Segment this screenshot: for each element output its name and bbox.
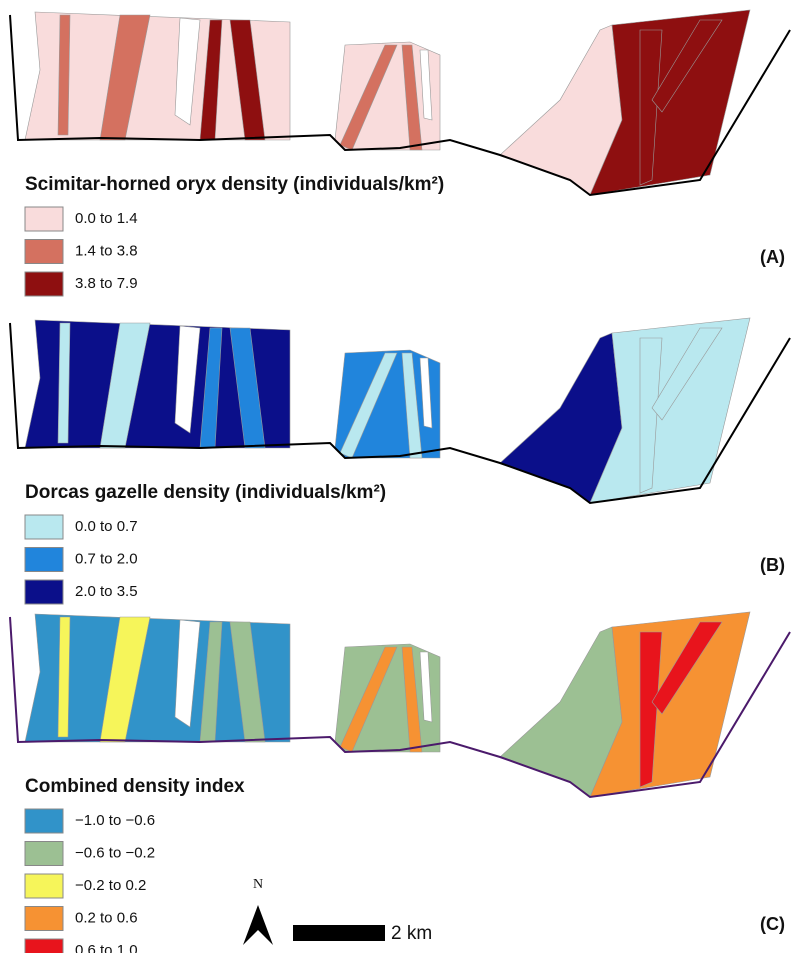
map-region — [651, 327, 723, 421]
map-region — [589, 317, 751, 504]
map-region — [401, 352, 423, 459]
map-region — [174, 619, 201, 728]
map-region — [639, 337, 663, 494]
legend-swatch — [24, 239, 64, 264]
map-region — [419, 651, 433, 723]
legend-swatch — [24, 514, 64, 540]
legend-swatch — [24, 841, 64, 866]
legend-swatch — [24, 938, 64, 953]
map-region — [229, 19, 266, 141]
legend-label: 0.7 to 2.0 — [75, 550, 138, 567]
map-region — [57, 322, 71, 444]
legend-swatch — [24, 206, 64, 232]
panel-label: (B) — [760, 555, 785, 575]
map-region — [651, 19, 723, 113]
legend-label: −0.2 to 0.2 — [75, 877, 146, 894]
boundary — [9, 322, 791, 505]
legend-swatch — [24, 271, 64, 297]
legend-label: 0.2 to 0.6 — [75, 909, 138, 926]
scale-bar-label: 2 km — [391, 923, 432, 944]
boundary — [9, 14, 791, 197]
boundary — [9, 616, 791, 799]
map-region — [401, 44, 423, 151]
legend-label: 0.0 to 1.4 — [75, 210, 138, 227]
map-panel — [9, 9, 791, 197]
legend-label: −1.0 to −0.6 — [75, 812, 155, 829]
map-region — [174, 325, 201, 434]
map-region — [651, 621, 723, 715]
map-region — [639, 29, 663, 186]
legend-title: Dorcas gazelle density (individuals/km²) — [25, 482, 386, 503]
map-region — [419, 357, 433, 429]
map-region — [229, 621, 266, 743]
legend-label: 2.0 to 3.5 — [75, 583, 138, 600]
scale-bar — [293, 925, 385, 941]
map-region — [99, 322, 151, 449]
map-region — [419, 49, 433, 121]
north-arrow-shape — [243, 905, 273, 945]
legend-swatch — [24, 579, 64, 605]
map-region — [229, 327, 266, 449]
map-region — [57, 14, 71, 136]
map-region — [639, 631, 663, 788]
legend-swatch — [24, 808, 64, 834]
map-region — [401, 646, 423, 753]
legend-title: Scimitar-horned oryx density (individual… — [25, 174, 444, 195]
map-panel — [9, 611, 791, 799]
north-arrow: N — [243, 877, 273, 945]
legend-label: 0.0 to 0.7 — [75, 518, 138, 535]
map-region — [99, 14, 151, 141]
map-region — [57, 616, 71, 738]
map-region — [589, 9, 751, 196]
legend-label: 3.8 to 7.9 — [75, 275, 138, 292]
north-label: N — [253, 877, 263, 892]
map-region — [174, 17, 201, 126]
legend-swatch — [24, 873, 64, 899]
legend-swatch — [24, 547, 64, 572]
legend-label: 1.4 to 3.8 — [75, 242, 138, 259]
map-region — [589, 611, 751, 798]
legend-title: Combined density index — [25, 776, 245, 797]
legend-label: −0.6 to −0.2 — [75, 844, 155, 861]
legend-swatch — [24, 906, 64, 931]
panel-label: (A) — [760, 247, 785, 267]
panel-label: (C) — [760, 914, 785, 934]
legend-label: 0.6 to 1.0 — [75, 942, 138, 953]
map-panel — [9, 317, 791, 505]
map-region — [99, 616, 151, 743]
